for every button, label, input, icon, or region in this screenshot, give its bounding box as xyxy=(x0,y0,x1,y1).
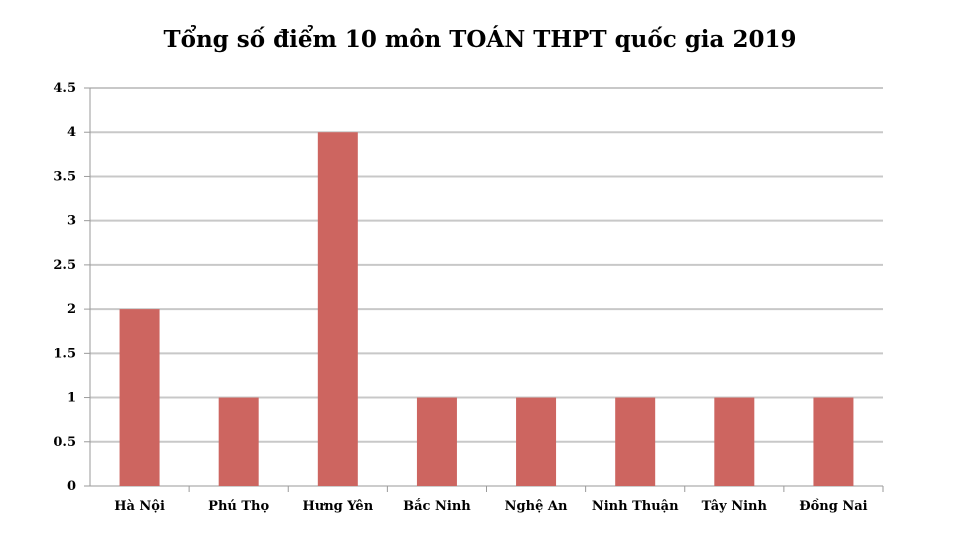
bar-2 xyxy=(218,397,259,486)
y-tick-label: 1 xyxy=(67,391,76,406)
x-category-label: Tây Ninh xyxy=(702,499,768,514)
x-category-label: Đồng Nai xyxy=(799,498,867,514)
bar-6 xyxy=(615,397,656,486)
x-category-label: Hà Nội xyxy=(114,499,165,514)
bar-3 xyxy=(317,132,358,486)
bar-8 xyxy=(813,397,854,486)
y-tick-label: 3.5 xyxy=(53,169,76,184)
x-category-label: Phú Thọ xyxy=(208,499,269,514)
bar-5 xyxy=(516,397,557,486)
bar-7 xyxy=(714,397,755,486)
bar-4 xyxy=(416,397,457,486)
y-tick-label: 2.5 xyxy=(53,258,76,273)
y-tick-label: 4.5 xyxy=(53,81,76,96)
bar-1 xyxy=(119,309,160,486)
y-tick-label: 3 xyxy=(67,214,76,229)
x-category-label: Hưng Yên xyxy=(302,499,373,514)
chart-title: Tổng số điểm 10 môn TOÁN THPT quốc gia 2… xyxy=(163,26,797,53)
y-tick-label: 0.5 xyxy=(53,435,76,450)
y-tick-label: 1.5 xyxy=(53,346,76,361)
y-tick-label: 0 xyxy=(67,479,76,494)
x-category-label: Bắc Ninh xyxy=(403,498,471,514)
x-category-label: Ninh Thuận xyxy=(592,499,679,514)
x-category-label: Nghệ An xyxy=(505,499,568,514)
y-tick-label: 2 xyxy=(67,302,76,317)
y-tick-label: 4 xyxy=(67,125,76,140)
